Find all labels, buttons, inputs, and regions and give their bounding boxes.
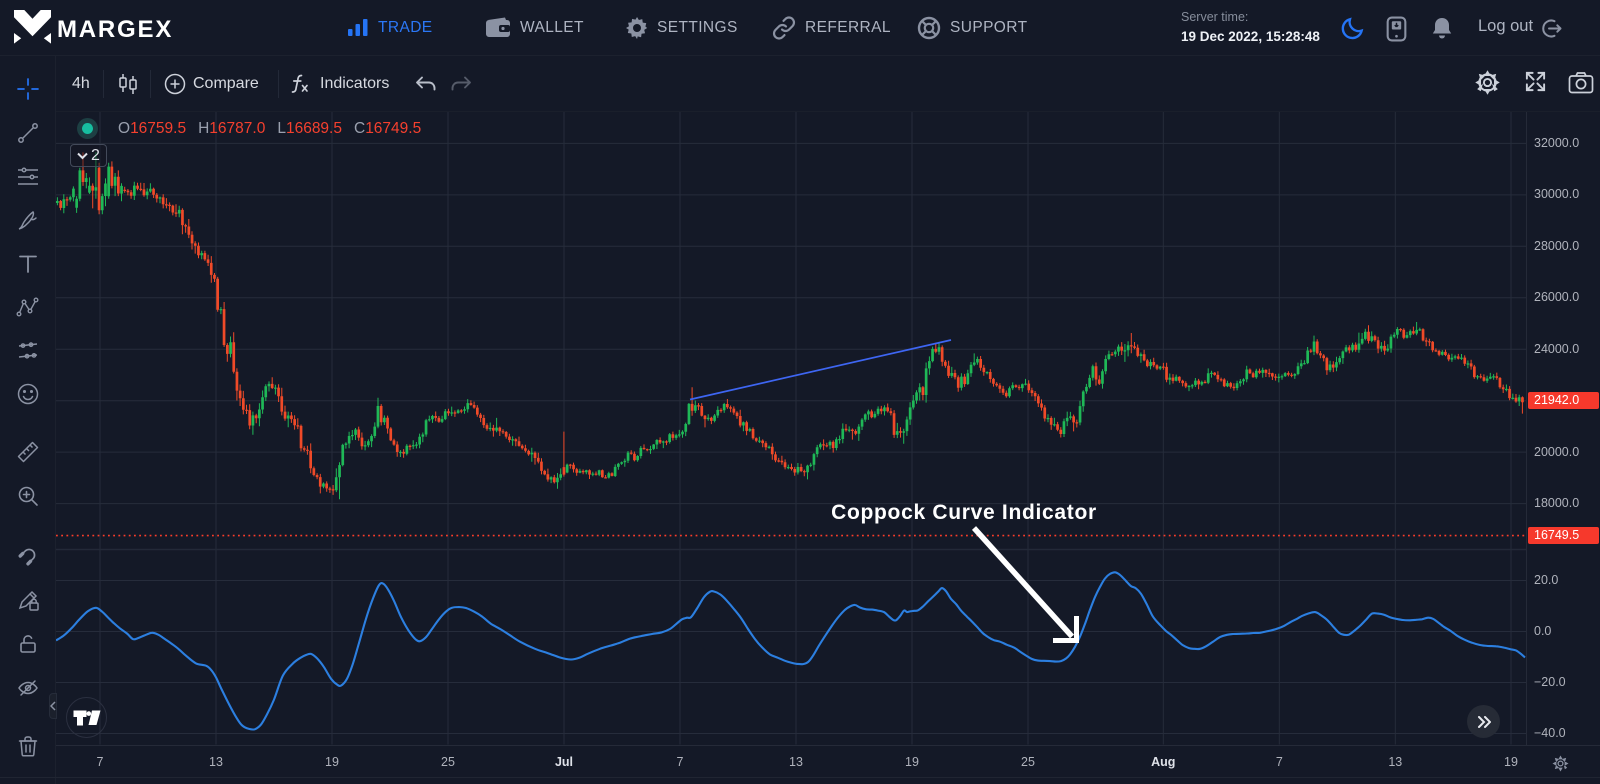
svg-text:Coppock Curve Indicator: Coppock Curve Indicator bbox=[831, 501, 1097, 524]
